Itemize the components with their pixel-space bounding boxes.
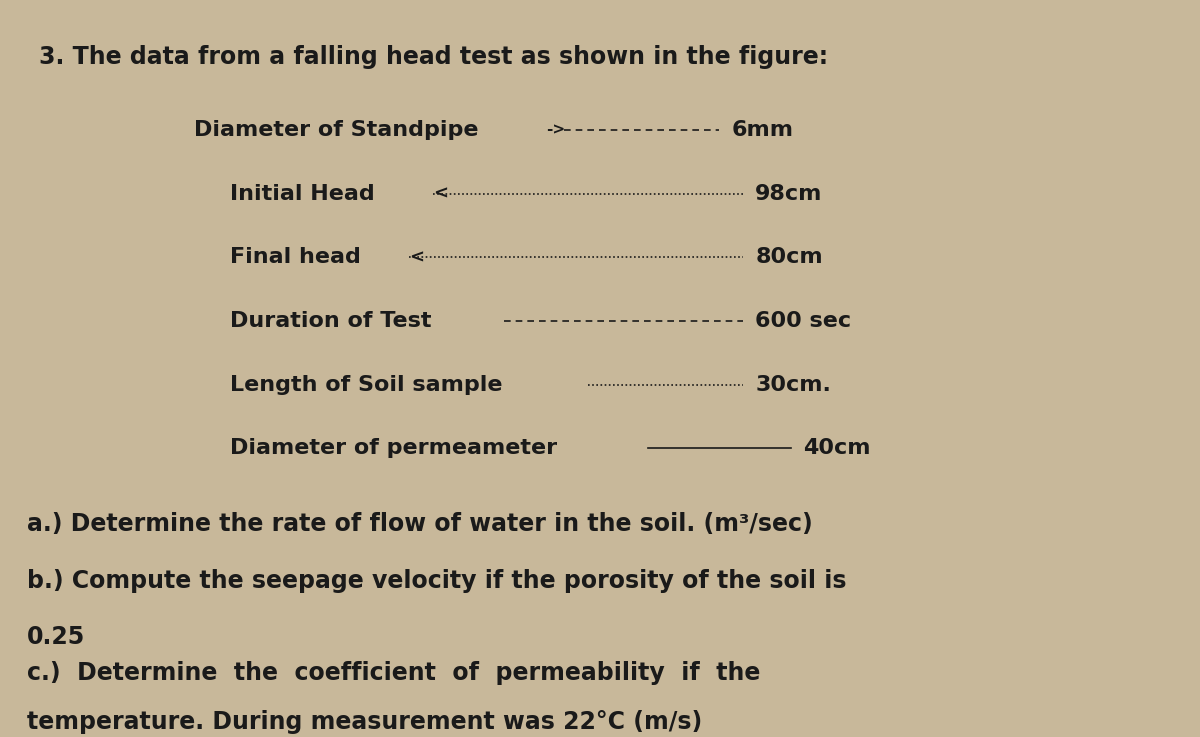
Text: 6mm: 6mm (731, 120, 793, 140)
Text: 0.25: 0.25 (26, 625, 85, 649)
Text: Duration of Test: Duration of Test (229, 311, 431, 331)
Text: Diameter of Standpipe: Diameter of Standpipe (194, 120, 479, 140)
Text: b.) Compute the seepage velocity if the porosity of the soil is: b.) Compute the seepage velocity if the … (26, 569, 846, 593)
Text: <: < (433, 185, 448, 203)
Text: <: < (409, 248, 424, 267)
Text: 600 sec: 600 sec (755, 311, 852, 331)
Text: Initial Head: Initial Head (229, 184, 374, 204)
Text: 40cm: 40cm (803, 439, 870, 458)
Text: a.) Determine the rate of flow of water in the soil. (m³/sec): a.) Determine the rate of flow of water … (26, 512, 812, 536)
Text: 30cm.: 30cm. (755, 375, 832, 395)
Text: Final head: Final head (229, 248, 360, 268)
Text: c.)  Determine  the  coefficient  of  permeability  if  the: c.) Determine the coefficient of permeab… (26, 660, 760, 685)
Text: 80cm: 80cm (755, 248, 823, 268)
Text: ->: -> (546, 122, 565, 138)
Text: Length of Soil sample: Length of Soil sample (229, 375, 503, 395)
Text: 98cm: 98cm (755, 184, 823, 204)
Text: temperature. During measurement was 22°C (m/s): temperature. During measurement was 22°C… (26, 710, 702, 734)
Text: 3. The data from a falling head test as shown in the figure:: 3. The data from a falling head test as … (38, 45, 828, 69)
Text: Diameter of permeameter: Diameter of permeameter (229, 439, 557, 458)
